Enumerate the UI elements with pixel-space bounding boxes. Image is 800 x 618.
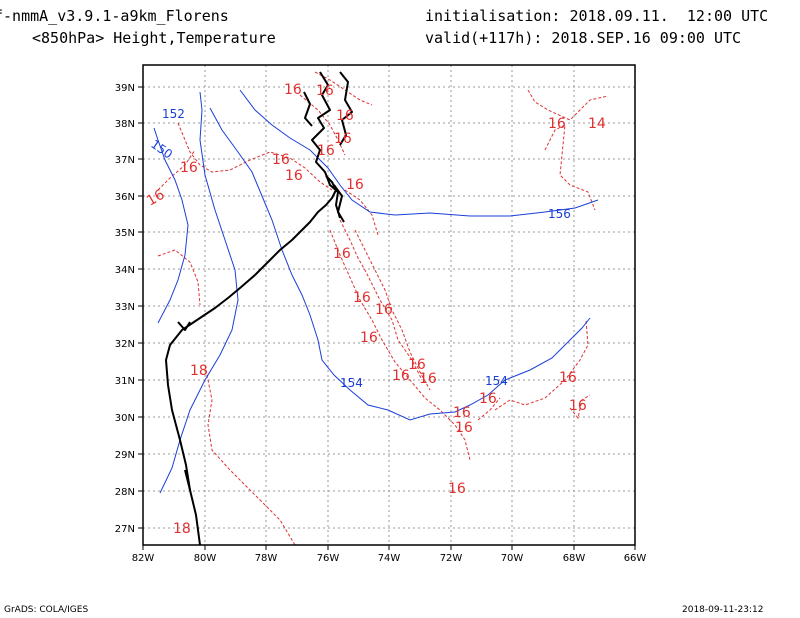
temp-contour-label: 16: [569, 398, 587, 414]
temp-contour-label: 16: [559, 370, 577, 386]
temp-contour-label: 16: [180, 160, 198, 176]
lon-label: 78W: [255, 553, 278, 564]
lat-label: 31N: [115, 376, 135, 387]
temp-contour-label: 16: [353, 290, 371, 306]
temp-contour-label: 18: [190, 363, 208, 379]
lat-label: 39N: [115, 83, 135, 94]
temp-contour-label: 16: [448, 481, 466, 497]
lat-label: 32N: [115, 339, 135, 350]
lon-label: 70W: [501, 553, 524, 564]
lat-label: 29N: [115, 450, 135, 461]
temp-contour-label: 18: [173, 521, 191, 537]
temp-contour-label: 16: [375, 302, 393, 318]
lon-label: 72W: [440, 553, 463, 564]
temperature-contours: [157, 71, 609, 546]
temp-contour-label: 16: [285, 168, 303, 184]
height-contour-label: 154: [340, 376, 363, 390]
temp-contour-label: 16: [316, 83, 334, 99]
height-contour-label: 154: [485, 374, 508, 388]
lat-label: 33N: [115, 302, 135, 313]
temp-contour-label: 16: [284, 82, 302, 98]
temp-contour-label: 16: [408, 357, 426, 373]
temp-contour-label: 16: [455, 420, 473, 436]
map-ticks: [138, 86, 636, 550]
temp-contour-label: 16: [336, 108, 354, 124]
temp-contour-label: 16: [346, 177, 364, 193]
lat-label: 27N: [115, 524, 135, 535]
lon-label: 68W: [563, 553, 586, 564]
temp-contour-label: 16: [360, 330, 378, 346]
lon-label: 74W: [378, 553, 401, 564]
lat-label: 30N: [115, 413, 135, 424]
height-contour-label: 152: [162, 107, 185, 121]
height-contour-label: 156: [548, 207, 571, 221]
coastline: [165, 71, 353, 546]
temp-contour-label: 16: [479, 391, 497, 407]
lat-label: 34N: [115, 265, 135, 276]
lon-label: 76W: [317, 553, 340, 564]
temp-contour-label: 16: [144, 187, 168, 210]
lon-label: 82W: [132, 553, 155, 564]
lat-label: 36N: [115, 192, 135, 203]
temp-contour-label: 16: [548, 116, 566, 132]
temp-contour-label: 16: [272, 152, 290, 168]
lat-label: 37N: [115, 155, 135, 166]
temp-contour-label: 16: [334, 131, 352, 147]
map-grid: [143, 65, 635, 545]
temp-contour-label: 16: [392, 368, 410, 384]
temp-contour-label: 16: [333, 246, 351, 262]
temp-contour-label: 14: [588, 116, 606, 132]
initialisation-time: initialisation: 2018.09.11. 12:00 UTC: [425, 7, 769, 25]
model-title: f-nmmA_v3.9.1-a9km_Florens: [0, 7, 229, 25]
field-title: <850hPa> Height,Temperature: [32, 29, 276, 47]
valid-time: valid(+117h): 2018.SEP.16 09:00 UTC: [425, 29, 742, 47]
lat-label: 28N: [115, 487, 135, 498]
footer-credit: GrADS: COLA/IGES: [4, 605, 89, 615]
temp-contour-label: 16: [419, 371, 437, 387]
footer-timestamp: 2018-09-11-23:12: [682, 605, 764, 615]
lon-label: 80W: [194, 553, 217, 564]
height-contour-label: 150: [148, 137, 175, 162]
temp-contour-label: 16: [453, 405, 471, 421]
lat-label: 38N: [115, 119, 135, 130]
height-contours: [153, 89, 599, 494]
temp-contour-label: 16: [317, 143, 335, 159]
lon-label: 66W: [624, 553, 647, 564]
lat-label: 35N: [115, 228, 135, 239]
